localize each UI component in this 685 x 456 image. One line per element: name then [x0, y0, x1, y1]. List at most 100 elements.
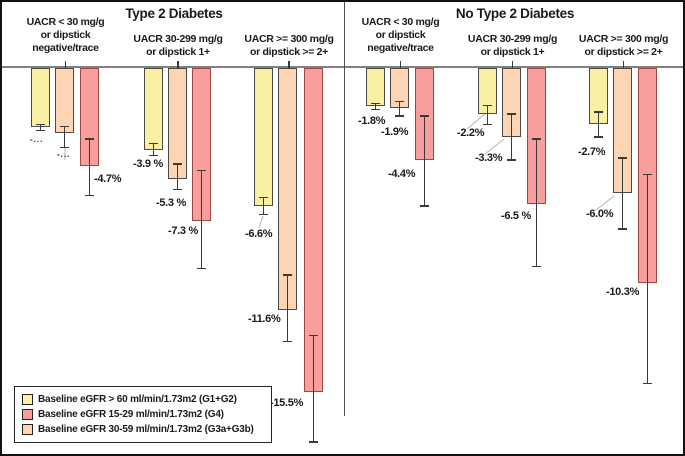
value-label: -6.6%	[245, 228, 273, 240]
group-header-ndm-g1: UACR < 30 mg/g or dipstick negative/trace	[339, 16, 463, 54]
error-bar-line	[312, 335, 315, 443]
error-bar-cap	[149, 142, 158, 144]
error-bar-cap	[283, 274, 292, 276]
value-label: -6.0%	[586, 208, 614, 220]
error-bar-line	[63, 126, 66, 148]
error-bar-cap	[643, 382, 652, 385]
error-bar-cap	[149, 155, 158, 157]
error-bar-cap	[483, 123, 492, 126]
error-bar-cap	[371, 102, 380, 105]
panel-title-type2-diabetes: Type 2 Diabetes	[125, 6, 223, 21]
axis-tick	[177, 61, 179, 70]
axis-baseline	[2, 66, 683, 69]
value-label: -3.9 %	[133, 158, 163, 170]
value-label: -7.3 %	[168, 225, 198, 237]
error-bar-cap	[395, 115, 404, 117]
bar-g3ab	[55, 68, 74, 133]
error-bar-cap	[259, 196, 268, 199]
bar-g12	[366, 68, 385, 106]
bar-g12	[144, 68, 163, 150]
group-header-line: UACR < 30 mg/g	[361, 16, 440, 28]
value-label: -10.3%	[606, 286, 640, 298]
error-bar-line	[262, 197, 265, 215]
value-label: -4.4%	[388, 168, 416, 180]
legend-label: Baseline eGFR 30-59 ml/min/1.73m2 (G3a+G…	[38, 424, 254, 435]
error-bar-line	[286, 274, 289, 342]
axis-tick	[288, 61, 290, 70]
value-label: -1.9%	[381, 126, 409, 138]
error-bar-cap	[395, 100, 404, 103]
error-bar-cap	[420, 115, 429, 117]
legend-swatch-g12	[22, 394, 33, 405]
error-bar-cap	[618, 157, 627, 159]
group-header-line: or dipstick	[40, 28, 91, 41]
legend-label: Baseline eGFR > 60 ml/min/1.73m2 (G1+G2)	[38, 394, 237, 405]
leader-line	[258, 215, 264, 229]
error-bar-cap	[643, 173, 652, 176]
error-bar-cap	[594, 111, 603, 113]
error-bar-cap	[259, 213, 268, 215]
error-bar-line	[597, 111, 600, 137]
error-bar-line	[39, 124, 42, 131]
value-label: -6.5 %	[501, 210, 531, 222]
legend-item-g3ab: Baseline eGFR 30-59 ml/min/1.73m2 (G3a+G…	[22, 422, 264, 437]
value-label: -...	[30, 135, 44, 144]
group-header-line: or dipstick >= 2+	[249, 45, 329, 58]
value-label: -4.7%	[94, 173, 122, 185]
error-bar-cap	[618, 228, 627, 230]
error-bar-line	[176, 164, 179, 190]
error-bar-cap	[371, 109, 380, 111]
group-header-line: or dipstick 1+	[480, 45, 545, 58]
axis-tick	[64, 61, 67, 70]
legend-swatch-g4	[22, 409, 33, 420]
value-label: -15.5%	[270, 397, 304, 409]
error-bar-cap	[173, 188, 182, 190]
value-label: -3.3%	[475, 152, 503, 164]
axis-tick	[622, 61, 625, 70]
value-label: -2.7%	[578, 146, 606, 158]
error-bar-line	[200, 170, 203, 269]
error-bar-cap	[594, 136, 603, 138]
bar-g3ab	[168, 68, 187, 179]
legend-swatch-g3ab	[22, 424, 33, 435]
group-header-ndm-g2: UACR 30-299 mg/g or dipstick 1+	[451, 33, 575, 59]
axis-tick	[511, 61, 514, 70]
value-label: -11.6%	[248, 313, 281, 325]
error-bar-cap	[283, 341, 292, 343]
legend-box: Baseline eGFR > 60 ml/min/1.73m2 (G1+G2)…	[14, 386, 272, 443]
legend-item-g4: Baseline eGFR 15-29 ml/min/1.73m2 (G4)	[22, 407, 264, 422]
error-bar-cap	[532, 138, 541, 140]
panel-title-no-type2-diabetes: No Type 2 Diabetes	[455, 6, 575, 21]
error-bar-cap	[197, 267, 206, 270]
value-label: -1.8%	[358, 115, 386, 127]
axis-tick	[399, 61, 402, 70]
error-bar-cap	[85, 138, 94, 140]
panel-divider	[343, 2, 346, 416]
error-bar-cap	[85, 194, 94, 197]
group-header-line: negative/trace	[367, 41, 434, 54]
group-header-dm-g2: UACR 30-299 mg/g or dipstick 1+	[116, 33, 240, 59]
group-header-dm-g3: UACR >= 300 mg/g or dipstick >= 2+	[227, 33, 351, 59]
value-label: -...	[57, 150, 71, 159]
group-header-line: UACR < 30 mg/g	[26, 16, 105, 28]
error-bar-cap	[197, 169, 206, 172]
error-bar-line	[621, 157, 624, 229]
group-header-line: UACR 30-299 mg/g	[133, 33, 223, 45]
error-bar-cap	[60, 125, 69, 128]
value-label: -5.3 %	[156, 197, 186, 209]
legend-item-g12: Baseline eGFR > 60 ml/min/1.73m2 (G1+G2)	[22, 392, 264, 407]
group-header-line: or dipstick 1+	[146, 45, 210, 58]
error-bar-line	[423, 116, 426, 206]
error-bar-cap	[483, 104, 492, 107]
group-header-line: UACR 30-299 mg/g	[467, 33, 558, 45]
group-header-ndm-g3: UACR >= 300 mg/g or dipstick >= 2+	[562, 33, 684, 59]
error-bar-line	[486, 105, 489, 125]
bar-g12	[31, 68, 50, 127]
error-bar-cap	[60, 146, 69, 149]
error-bar-cap	[420, 205, 429, 207]
group-header-line: UACR >= 300 mg/g	[578, 33, 669, 45]
error-bar-line	[88, 139, 91, 196]
error-bar-line	[535, 139, 538, 267]
group-header-line: UACR >= 300 mg/g	[244, 33, 334, 45]
